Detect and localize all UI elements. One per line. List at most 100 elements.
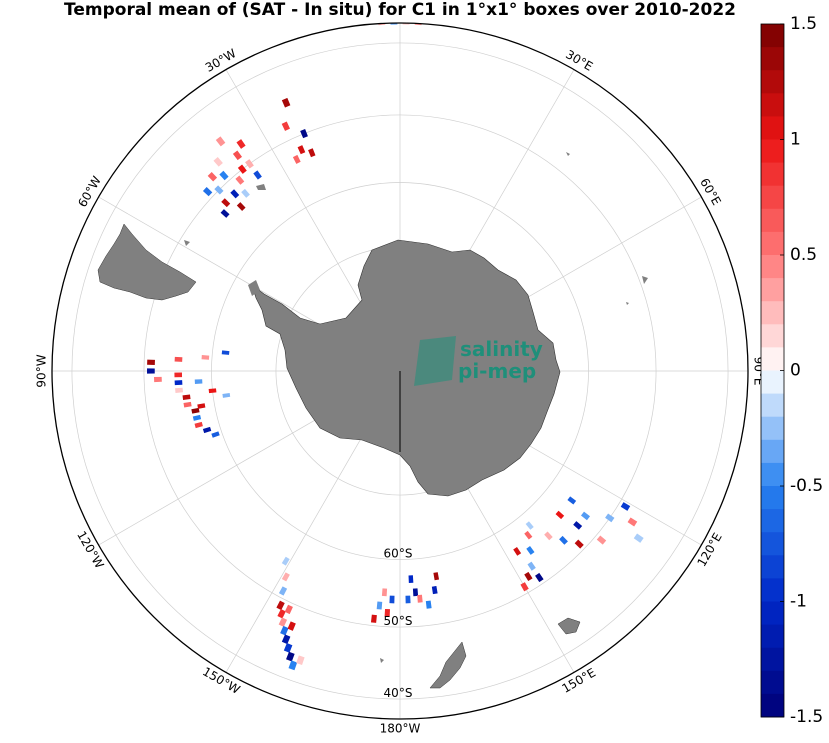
data-cell [580,511,591,521]
data-cell [241,188,250,198]
colorbar-segment [761,416,784,441]
data-cell [559,535,568,545]
data-cell [174,356,183,362]
data-cell [431,585,438,595]
data-cell [288,660,298,671]
data-cell [214,185,224,195]
colorbar-segment [761,486,784,510]
colorbar-segment [761,324,784,348]
data-cell [281,572,290,582]
data-cell [147,368,155,374]
data-cell [236,202,246,211]
logo-mark-icon [414,336,456,386]
meridian-line [225,69,370,318]
colorbar-segment [761,24,784,48]
heard-island [626,302,629,305]
data-cell [296,655,305,666]
campbell-island [380,658,384,663]
meridian-line [98,401,347,546]
data-cell [183,401,192,408]
data-cell [433,572,440,581]
tasmania [557,617,581,635]
logo-text-line2: pi-mep [458,359,536,383]
data-cell [527,561,536,571]
longitude-label: 30°W [203,46,239,75]
data-cell [213,157,223,167]
kerguelen [642,276,648,284]
data-cell [147,359,155,365]
data-cell [370,614,377,623]
data-cell [208,388,217,394]
data-cell [381,588,388,597]
colorbar-segment [761,278,784,302]
data-cell [627,517,638,527]
south-america-landmass [97,223,197,301]
data-cell [281,634,291,645]
data-cell [389,595,395,604]
colorbar-tick-label: -1.5 [790,707,823,727]
colorbar-segment [761,439,784,464]
colorbar-segment [761,162,784,187]
colorbar-segment [761,139,784,163]
colorbar-segment [761,370,784,394]
colorbar-segment [761,647,784,672]
colorbar-segment [761,393,784,418]
data-cell [278,617,288,627]
data-cell [555,510,565,520]
map-boundary-circle [51,22,749,720]
data-cell [308,148,316,158]
colorbar-segment [761,208,784,233]
data-cell [425,600,432,609]
data-cell [402,23,410,25]
longitude-label: 60°E [697,176,724,208]
data-cell [376,601,383,610]
data-cell [390,23,398,25]
data-cell [408,575,414,583]
data-cell [202,426,212,434]
data-cell [194,379,203,384]
data-cell [202,186,213,197]
colorbar: 1.5 1 0.5 0 -0.5 -1 -1.5 [760,14,823,727]
data-cell [277,608,286,619]
data-cells [147,23,644,671]
longitude-label: 90°W [35,354,49,387]
data-cell [201,355,210,360]
meridian-line [98,196,347,341]
data-cell [232,150,243,161]
colorbar-tick-label: -0.5 [790,476,823,496]
data-cell [292,154,301,164]
data-cell [194,421,203,429]
data-cell [253,170,262,180]
latitude-label: 60°S [384,547,413,561]
data-cell [192,414,202,421]
colorbar-segment [761,70,784,94]
data-cell [245,159,254,169]
data-cell [284,604,293,615]
data-cell [219,170,229,181]
colorbar-tick-label: 0 [790,361,801,381]
data-cell [281,121,290,131]
data-cell [283,643,293,653]
colorbar-segment [761,670,784,695]
data-cell [377,23,386,26]
antarctica-landmass [251,239,561,497]
data-cell [526,546,535,555]
meridian-line [225,424,370,673]
data-cell [153,376,162,383]
data-cell [567,496,577,505]
data-cell [524,530,533,540]
new-zealand-north [429,641,467,689]
data-cell [524,571,533,582]
antarctic-peninsula-tip [248,280,260,296]
data-cell [221,198,231,208]
map-frame [51,22,749,720]
data-cell [236,139,246,149]
colorbar-segment [761,693,784,718]
data-cell [222,393,231,398]
data-cell [633,533,644,543]
data-cell [412,588,419,597]
data-cell [535,572,544,583]
data-cell [235,175,245,185]
falkland-islands [256,184,266,190]
